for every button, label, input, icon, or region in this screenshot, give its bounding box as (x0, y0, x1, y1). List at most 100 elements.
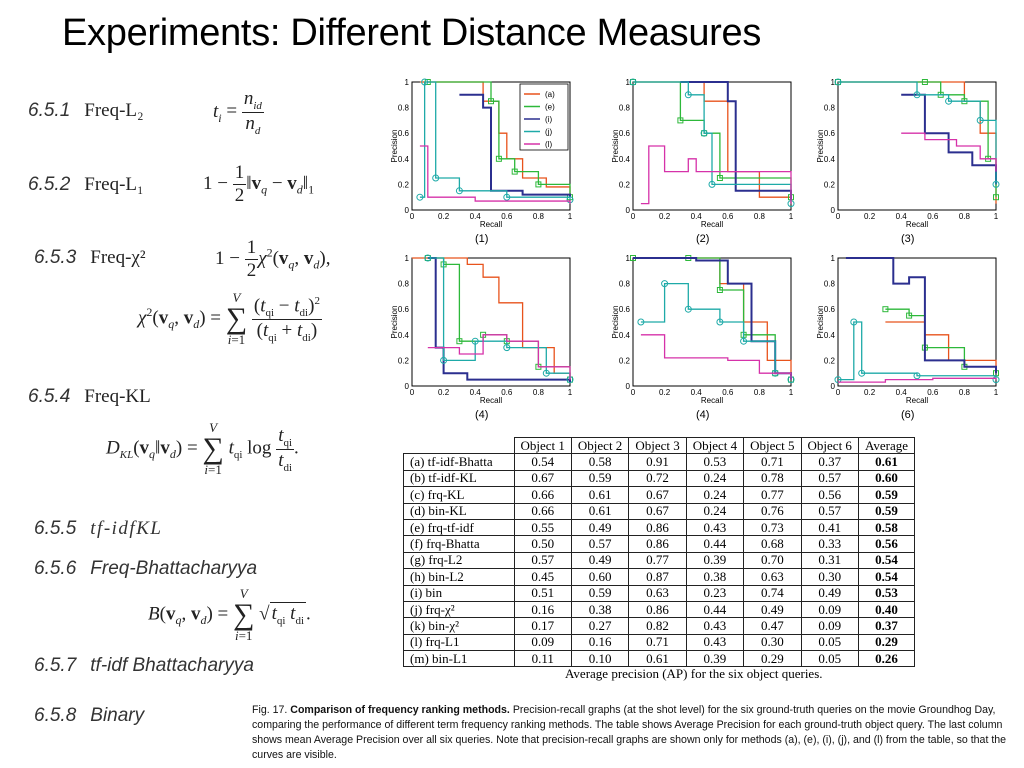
y-tick-label: 0.8 (398, 104, 410, 113)
x-tick-label: 0.2 (438, 388, 450, 397)
table-row: (m) bin-L1 0.11 0.10 0.61 0.39 0.29 0.05 0.26 (403, 650, 916, 668)
method-label: (m) bin-L1 (403, 650, 515, 668)
method-label: (l) frq-L1 (403, 633, 515, 652)
ap-cell: 0.27 (570, 617, 630, 635)
y-tick-label: 0.2 (824, 180, 836, 189)
plot-frame (411, 257, 571, 387)
marker-circle (850, 318, 858, 326)
section-6-5-2: 6.5.2 Freq-L₁ (28, 174, 144, 195)
x-tick-label: 0.6 (722, 212, 734, 221)
x-axis-label: Recall (906, 220, 928, 229)
section-6-5-8: 6.5.8 Binary (34, 705, 145, 726)
x-tick-label: 0 (836, 212, 841, 221)
legend-entry: (a) (545, 90, 555, 99)
ap-cell: 0.71 (628, 633, 687, 652)
y-axis-label: Precision (390, 130, 399, 163)
average-cell: 0.26 (857, 650, 916, 668)
curve-l (640, 145, 792, 205)
marker-circle (992, 376, 1000, 384)
panel-label: (4) (475, 409, 488, 421)
y-tick-label: 0.6 (398, 129, 410, 138)
marker-square (495, 155, 502, 162)
formula-chi-b: χ2(vq, vd) = V ∑ i=1 (tqi − tdi)2 (tqi + td… (138, 290, 322, 347)
curve-j (633, 81, 792, 204)
ap-cell: 0.86 (628, 600, 687, 619)
marker-square (677, 117, 684, 124)
marker-square (511, 168, 518, 175)
table-caption: Average precision (AP) for the six objec… (565, 666, 823, 681)
ap-cell: 0.49 (743, 600, 802, 619)
table-header: Average (857, 436, 916, 455)
legend-entry: (e) (545, 103, 555, 112)
ap-table: Object 1 Object 2 Object 3 Object 4 Obje… (403, 436, 916, 668)
precision-recall-plots: 0 0 0.2 0.2 0.4 0.4 0.6 0.6 0.8 0.8 1 1 Recall Precis… (390, 78, 1000, 421)
y-tick-label: 0.4 (398, 331, 410, 340)
table-row: (h) bin-L2 0.45 0.60 0.87 0.38 0.63 0.30 0.54 (403, 568, 916, 586)
ap-cell: 0.77 (743, 486, 802, 504)
x-tick-label: 0.4 (691, 212, 703, 221)
marker-circle (421, 78, 429, 86)
caption-label: Fig. 17. (252, 704, 288, 716)
average-cell: 0.59 (857, 486, 916, 504)
x-tick-label: 1 (994, 212, 999, 221)
marker-square (993, 194, 999, 201)
ap-cell: 0.30 (800, 568, 859, 586)
ap-cell: 0.66 (513, 486, 572, 504)
average-cell: 0.61 (857, 453, 916, 471)
marker-circle (629, 78, 637, 86)
ap-cell: 0.24 (685, 469, 745, 488)
y-tick-label: 0.8 (619, 104, 631, 113)
ap-cell: 0.49 (570, 551, 630, 570)
ap-cell: 0.43 (685, 633, 745, 652)
formula-bhattacharyya: B(vq, vd) = V ∑ i=1 √ tqi tdi. (148, 586, 311, 643)
marker-circle (976, 116, 984, 124)
method-label: (c) frq-KL (403, 486, 515, 504)
marker-circle (440, 356, 448, 364)
marker-circle (637, 318, 645, 326)
y-tick-label: 0.4 (824, 155, 836, 164)
average-cell: 0.29 (857, 633, 916, 652)
marker-square (716, 287, 723, 293)
legend-entry: (i) (545, 115, 552, 124)
x-tick-label: 0.4 (470, 388, 482, 397)
x-tick-label: 0.6 (927, 388, 939, 397)
ap-cell: 0.29 (743, 650, 802, 668)
table-body: (a) tf-idf-Bhatta 0.54 0.58 0.91 0.53 0.71 0.3… (403, 453, 916, 668)
marker-circle (432, 174, 440, 182)
y-axis-label: Precision (390, 306, 399, 339)
table-row: (i) bin 0.51 0.59 0.63 0.23 0.74 0.49 0.53 (403, 584, 916, 602)
y-tick-label: 0.6 (619, 129, 631, 138)
ap-cell: 0.58 (570, 453, 630, 471)
x-tick-label: 0 (631, 212, 636, 221)
y-axis-label: Precision (816, 130, 825, 163)
y-tick-label: 1 (405, 254, 410, 263)
ap-cell: 0.49 (570, 518, 630, 537)
x-tick-label: 0.8 (533, 388, 545, 397)
ap-cell: 0.78 (743, 469, 802, 488)
ap-cell: 0.43 (685, 518, 745, 537)
ap-cell: 0.09 (800, 600, 859, 619)
ap-cell: 0.24 (685, 486, 745, 504)
y-tick-label: 0.2 (619, 356, 631, 365)
ap-cell: 0.86 (628, 518, 687, 537)
ap-cell: 0.41 (800, 518, 859, 537)
caption-bold: Comparison of frequency ranking methods. (290, 704, 510, 716)
x-tick-label: 0.8 (533, 212, 545, 221)
pr-panel: 00 0.2 0.2 0.4 0.4 0.6 0.6 0.8 0.8 1 1 Recall Precis… (611, 254, 795, 421)
marker-circle (992, 180, 1000, 188)
table-row: (b) tf-idf-KL 0.67 0.59 0.72 0.24 0.78 0.57 0.6… (403, 469, 916, 488)
formula-kl: DKL(vq‖vd) = V ∑ i=1 tqi log tqi tdi. (106, 420, 299, 477)
panel-label: (4) (696, 409, 709, 421)
curve-l (838, 377, 997, 383)
average-cell: 0.60 (857, 469, 916, 488)
ap-cell: 0.24 (685, 502, 745, 520)
section-6-5-6: 6.5.6 Freq-Bhattacharyya (34, 558, 258, 579)
table-header: Object 3 (628, 436, 687, 455)
ap-cell: 0.44 (685, 535, 745, 553)
y-tick-label: 0.4 (398, 155, 410, 164)
y-tick-label: 0 (626, 382, 631, 391)
method-label: (h) bin-L2 (403, 568, 515, 586)
marker-circle (684, 91, 692, 99)
method-label: (k) bin-χ² (403, 617, 515, 635)
table-corner (403, 437, 515, 455)
